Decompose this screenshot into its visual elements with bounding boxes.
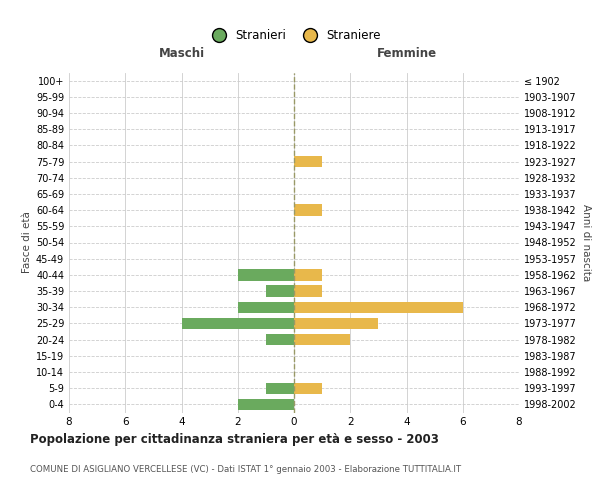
Bar <box>294 204 322 216</box>
Bar <box>294 382 322 394</box>
Bar <box>238 269 294 280</box>
Bar <box>294 302 463 313</box>
Bar <box>238 302 294 313</box>
Bar <box>294 334 350 345</box>
Y-axis label: Fasce di età: Fasce di età <box>22 212 32 274</box>
Bar <box>294 286 322 296</box>
Bar <box>294 269 322 280</box>
Bar <box>266 382 294 394</box>
Text: Popolazione per cittadinanza straniera per età e sesso - 2003: Popolazione per cittadinanza straniera p… <box>30 432 439 446</box>
Bar <box>182 318 294 329</box>
Legend: Stranieri, Straniere: Stranieri, Straniere <box>202 24 386 46</box>
Y-axis label: Anni di nascita: Anni di nascita <box>581 204 591 281</box>
Text: COMUNE DI ASIGLIANO VERCELLESE (VC) - Dati ISTAT 1° gennaio 2003 - Elaborazione : COMUNE DI ASIGLIANO VERCELLESE (VC) - Da… <box>30 465 461 474</box>
Bar <box>266 286 294 296</box>
Bar <box>294 318 379 329</box>
Bar <box>238 398 294 410</box>
Text: Maschi: Maschi <box>158 46 205 60</box>
Bar <box>294 156 322 167</box>
Bar <box>266 334 294 345</box>
Text: Femmine: Femmine <box>376 46 437 60</box>
